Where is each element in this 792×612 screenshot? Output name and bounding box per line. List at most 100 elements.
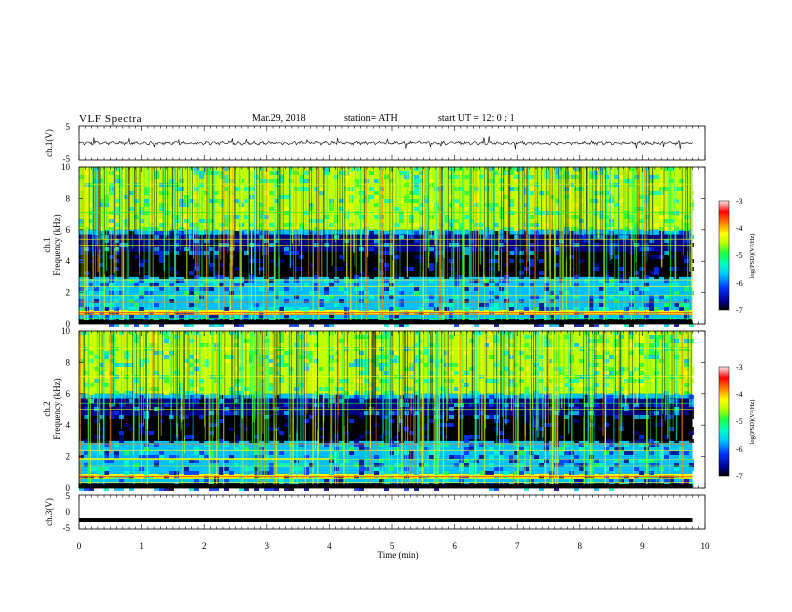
spec-cell <box>609 479 614 483</box>
spec-cell <box>654 303 659 307</box>
spec-cell <box>129 427 134 431</box>
spec-cell <box>219 447 224 451</box>
spec-cell <box>559 479 564 483</box>
spec-cell <box>109 407 114 411</box>
spec-cell <box>589 171 594 175</box>
spec-cell <box>319 339 324 343</box>
spec-cell <box>124 239 129 243</box>
spec-cell <box>589 471 594 475</box>
spec-cell <box>344 443 349 447</box>
spec-cell <box>279 479 284 483</box>
spec-cell <box>544 459 549 463</box>
spec-cell <box>529 243 534 247</box>
spec-cell <box>214 191 219 195</box>
spec-cell <box>274 175 279 179</box>
spec-cell <box>339 399 344 403</box>
spec-cell <box>579 447 584 451</box>
spec-cell <box>599 355 604 359</box>
spec-cell <box>469 391 474 395</box>
spec-cell <box>294 203 299 207</box>
spec-cell <box>664 179 669 183</box>
spec-cell <box>134 219 139 223</box>
spec-cell <box>549 279 554 283</box>
spec-cell <box>199 415 204 419</box>
spec-cell <box>234 403 239 407</box>
spec-cell <box>149 287 154 291</box>
spec-cell <box>224 235 229 239</box>
spec-cell <box>689 459 694 463</box>
spec-cell <box>599 399 604 403</box>
spec-cell <box>509 251 514 255</box>
spec-cell <box>254 451 259 455</box>
spec-cell <box>609 295 614 299</box>
spec-cell <box>639 395 644 399</box>
spec-cell <box>479 303 484 307</box>
spec-cell <box>149 439 154 443</box>
spec-cell <box>484 187 489 191</box>
spec-cell <box>89 315 94 319</box>
spec-cell <box>184 467 189 471</box>
spec-cell <box>144 315 149 319</box>
spec-cell <box>354 375 359 379</box>
spec-cell <box>639 383 644 387</box>
spec-cell <box>419 463 424 467</box>
spec-cell <box>624 323 629 327</box>
spec-cell <box>149 407 154 411</box>
spec-cell <box>159 191 164 195</box>
spec-cell <box>539 387 544 391</box>
spec-cell <box>139 303 144 307</box>
spec-cell <box>654 231 659 235</box>
spec-cell <box>564 443 569 447</box>
spec-cell <box>169 455 174 459</box>
spec-cell <box>284 207 289 211</box>
spec-cell <box>379 167 384 171</box>
spec-cell <box>134 315 139 319</box>
spec-cell <box>569 303 574 307</box>
spec-cell <box>534 211 539 215</box>
spec-cell <box>509 259 514 263</box>
spec-cell <box>334 455 339 459</box>
spec-cell <box>589 363 594 367</box>
spec-cell <box>669 347 674 351</box>
spec-cell <box>484 219 489 223</box>
spec-cell <box>599 463 604 467</box>
spec-cell <box>419 359 424 363</box>
spec-cell <box>379 463 384 467</box>
spec-cell <box>669 391 674 395</box>
spec-cell <box>174 183 179 187</box>
spec-cell <box>189 383 194 387</box>
spec-cell <box>319 459 324 463</box>
spec-cell <box>554 251 559 255</box>
spec-cell <box>369 171 374 175</box>
spec-cell <box>419 307 424 311</box>
spec-cell <box>84 463 89 467</box>
spec-cell <box>324 295 329 299</box>
spec-cell <box>149 411 154 415</box>
spec-cell <box>669 375 674 379</box>
spec-cell <box>259 211 264 215</box>
spec-cell <box>374 251 379 255</box>
spec-cell <box>639 307 644 311</box>
spec-cell <box>549 307 554 311</box>
spec-cell <box>124 235 129 239</box>
spec-cell <box>514 251 519 255</box>
spec-cell <box>339 403 344 407</box>
spec-cell <box>599 315 604 319</box>
spec-cell <box>649 199 654 203</box>
spec-cell <box>259 259 264 263</box>
spec-cell <box>229 439 234 443</box>
spec-cell <box>439 299 444 303</box>
spec-cell <box>604 423 609 427</box>
spec-cell <box>404 191 409 195</box>
spec-cell <box>124 223 129 227</box>
spec-cell <box>334 387 339 391</box>
spec-cell <box>274 251 279 255</box>
spec-cell <box>249 351 254 355</box>
spec-cell <box>409 279 414 283</box>
spec-cell <box>224 219 229 223</box>
spec-cell <box>284 195 289 199</box>
spec-cell <box>499 439 504 443</box>
spec-cell <box>614 183 619 187</box>
spec-cell <box>79 187 84 191</box>
spec-cell <box>324 243 329 247</box>
